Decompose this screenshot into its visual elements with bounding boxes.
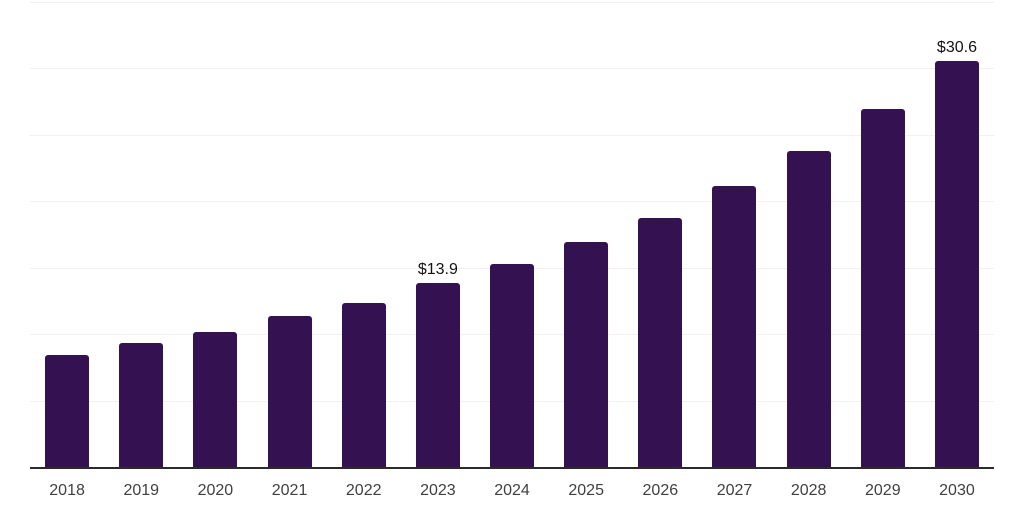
bar-column-2025 (549, 2, 623, 468)
bar-2025 (564, 241, 609, 468)
tick-label-2030: 2030 (939, 482, 975, 499)
bar-column-2018 (30, 2, 104, 468)
gridline-20 (30, 201, 994, 203)
bar-2022 (341, 302, 386, 468)
gridline-25 (30, 134, 994, 136)
tick-label-2019: 2019 (123, 482, 160, 499)
bar-column-2027 (697, 2, 771, 468)
bars-layer: $13.9 $30.6 (30, 2, 994, 468)
bar-2028 (786, 151, 831, 468)
bar-column-2026 (623, 2, 697, 468)
x-axis-tick-labels: 2018 2019 2020 2021 2022 2023 2024 2025 2026 2027… (30, 481, 994, 501)
bar-2030 (934, 60, 979, 468)
tick-label-2020: 2020 (197, 482, 234, 499)
bar-column-2020 (178, 2, 252, 468)
tick-label-2021: 2021 (271, 482, 308, 499)
tick-label-2025: 2025 (568, 482, 604, 499)
bar-2018 (45, 354, 90, 468)
tick-label-2026: 2026 (642, 482, 679, 499)
tick-label-2023: 2023 (420, 482, 456, 499)
bar-column-2021 (252, 2, 326, 468)
bar-column-2024 (475, 2, 549, 468)
bar-column-2030: $30.6 (920, 2, 994, 468)
bar-2020 (193, 332, 238, 468)
bar-2021 (267, 316, 312, 468)
bar-2024 (490, 264, 535, 468)
plot-area: $13.9 $30.6 (30, 1, 994, 469)
bar-2027 (712, 185, 757, 468)
bar-2026 (638, 217, 683, 468)
tick-label-2024: 2024 (494, 482, 530, 499)
x-axis-line (30, 467, 994, 469)
data-label-2030: $30.6 (936, 38, 977, 56)
bar-2023 (415, 282, 460, 468)
data-label-2023: $13.9 (417, 260, 458, 278)
tick-label-2027: 2027 (716, 482, 753, 499)
tick-label-2018: 2018 (49, 482, 85, 499)
tick-label-2028: 2028 (790, 482, 827, 499)
tick-label-2029: 2029 (865, 482, 901, 499)
bar-column-2022 (327, 2, 401, 468)
bar-column-2028 (772, 2, 846, 468)
bar-column-2019 (104, 2, 178, 468)
bar-2019 (119, 342, 164, 468)
bar-column-2023: $13.9 (401, 2, 475, 468)
tick-label-2022: 2022 (345, 482, 382, 499)
gridline-35 (30, 1, 994, 3)
bar-2029 (860, 108, 905, 468)
bar-column-2029 (846, 2, 920, 468)
gridline-30 (30, 68, 994, 70)
